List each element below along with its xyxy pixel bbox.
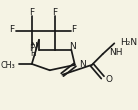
Text: N: N [79, 60, 86, 69]
Text: CH₃: CH₃ [1, 61, 16, 70]
Text: F: F [71, 25, 77, 34]
Text: NH: NH [109, 48, 122, 57]
Text: F: F [53, 8, 58, 17]
Text: O: O [105, 75, 112, 84]
Text: F: F [10, 25, 15, 34]
Text: F: F [29, 8, 34, 17]
Text: N: N [30, 42, 37, 50]
Text: N: N [69, 42, 75, 51]
Text: H: H [31, 49, 36, 58]
Text: F: F [29, 44, 34, 53]
Text: H₂N: H₂N [120, 38, 137, 47]
